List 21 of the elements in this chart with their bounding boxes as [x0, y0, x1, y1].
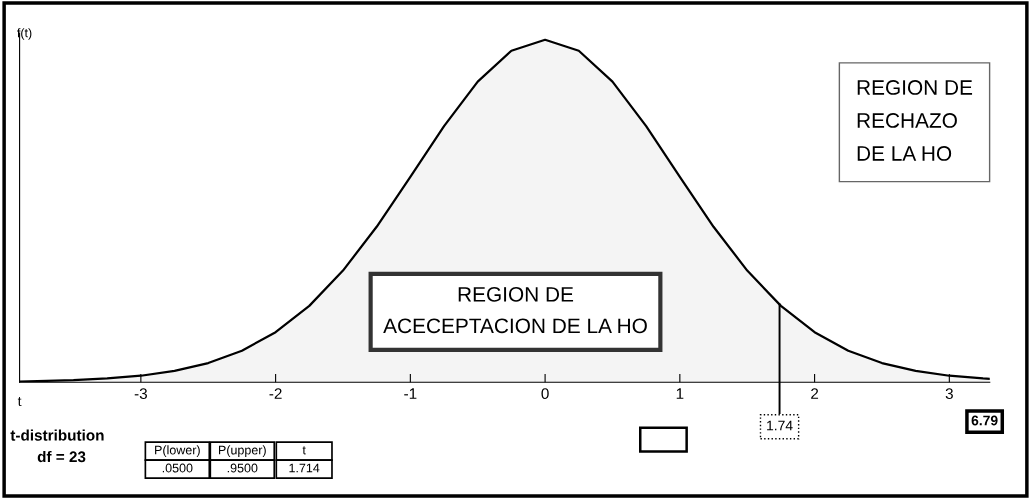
text: .0500 — [162, 463, 193, 473]
text: P(upper) — [219, 445, 266, 457]
text: P(lower) — [155, 445, 200, 457]
x-axis-title: t — [17, 397, 22, 407]
text: 1.714 — [289, 463, 320, 473]
x-tick-label: -2 — [269, 388, 282, 399]
text: df = 23 — [37, 450, 86, 463]
x-tick-label: 1 — [676, 388, 684, 399]
text: .9500 — [227, 463, 258, 473]
ref-line-label: 1.74 — [767, 420, 793, 431]
x-tick-label: 2 — [811, 388, 819, 399]
x-tick-label: 0 — [541, 388, 549, 400]
x-tick-label: -1 — [404, 388, 417, 399]
y-axis-title: f(t) — [17, 28, 32, 40]
text: 6.79 — [971, 415, 998, 426]
annotation: REGION DE ACECEPTACION DE LA HO — [383, 286, 647, 334]
x-tick-label: -3 — [134, 388, 147, 400]
annotation: REGION DE RECHAZO DE LA HO — [857, 80, 973, 161]
x-tick-label: 3 — [945, 388, 953, 400]
text: t-distribution — [10, 429, 104, 441]
text: t — [302, 446, 306, 455]
